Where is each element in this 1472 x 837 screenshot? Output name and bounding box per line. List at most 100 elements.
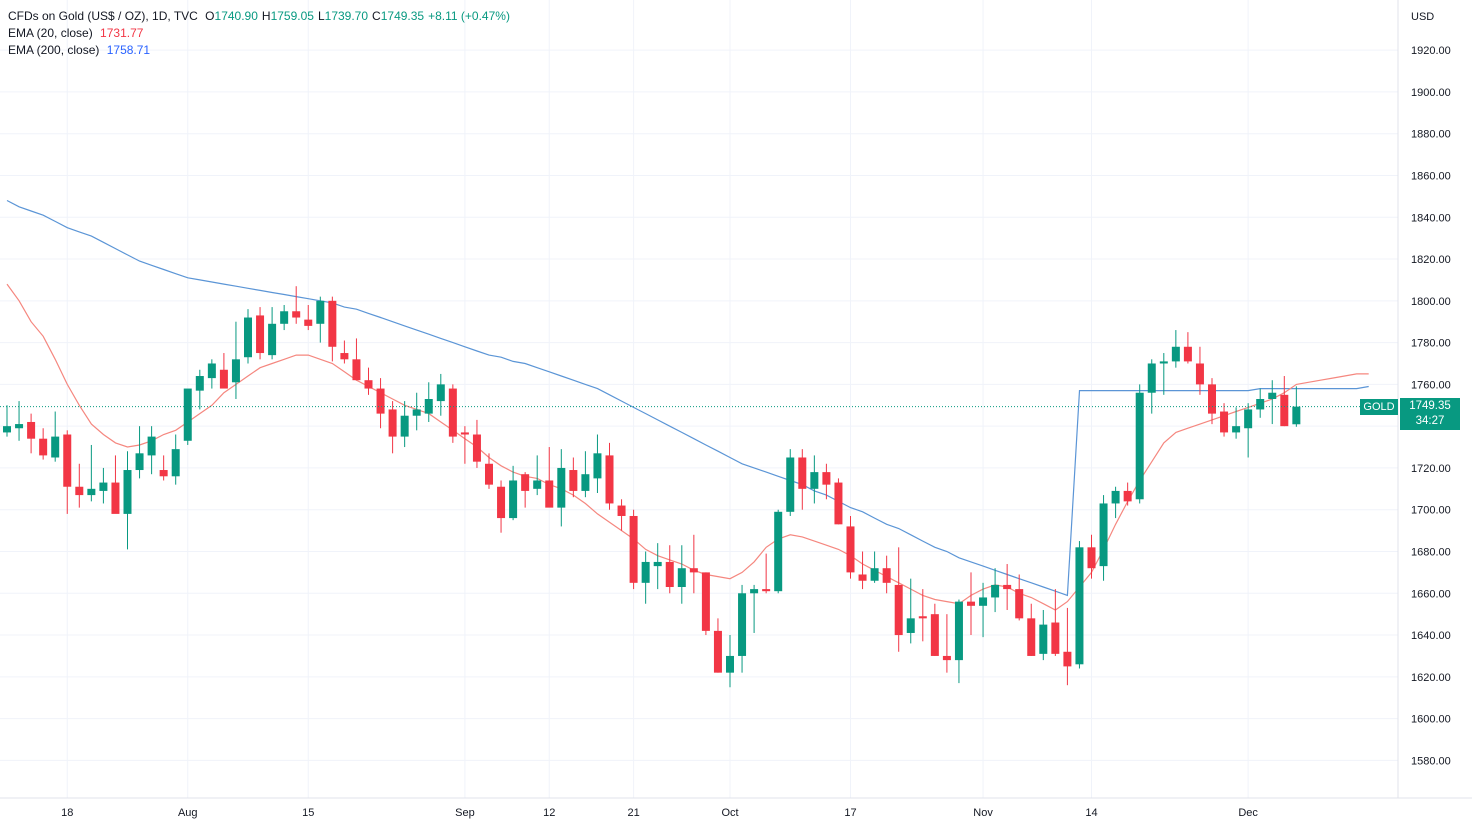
plot-background	[0, 0, 1398, 798]
y-tick-label: 1920.00	[1411, 45, 1451, 57]
candle	[930, 603, 939, 656]
candle	[87, 444, 96, 502]
candle-body	[509, 480, 518, 519]
candle-body	[605, 455, 614, 504]
legend-ema20-value: 1731.77	[100, 26, 144, 40]
candle-body	[123, 470, 132, 514]
candle	[750, 584, 759, 633]
candle	[316, 296, 325, 343]
candle-body	[918, 616, 927, 619]
candle	[1135, 384, 1144, 504]
candle	[870, 551, 879, 583]
candle	[846, 515, 855, 579]
candle-body	[569, 470, 578, 491]
candle	[545, 447, 554, 508]
candle-body	[858, 574, 867, 581]
candle	[641, 551, 650, 604]
ema200-line	[6, 199, 1369, 597]
candle	[533, 455, 542, 496]
x-tick-label: 18	[61, 807, 73, 819]
candle-body	[63, 434, 72, 487]
candle	[1159, 353, 1168, 395]
candle	[1063, 607, 1072, 686]
y-tick-label: 1800.00	[1411, 296, 1451, 308]
candle	[798, 449, 807, 510]
candle-body	[219, 369, 228, 389]
candle	[15, 401, 24, 441]
candle	[1003, 564, 1012, 610]
candle-body	[1111, 490, 1120, 504]
candle	[183, 388, 192, 445]
candle-body	[593, 453, 602, 479]
candle-body	[1051, 622, 1060, 654]
candle	[894, 547, 903, 652]
candle	[328, 296, 337, 362]
y-tick-label: 1700.00	[1411, 505, 1451, 517]
candle	[834, 478, 843, 525]
candle-body	[1292, 406, 1301, 425]
candle	[171, 434, 180, 485]
last-price-value: 1749.35	[1409, 399, 1451, 412]
candle	[231, 321, 240, 399]
y-tick-label: 1780.00	[1411, 338, 1451, 350]
candle	[1147, 359, 1156, 414]
candle-body	[292, 311, 301, 318]
candle	[726, 635, 734, 688]
candle-body	[641, 561, 650, 583]
candle-body	[3, 426, 11, 433]
candle	[713, 618, 722, 673]
candle-body	[1183, 346, 1192, 362]
candle	[629, 509, 638, 590]
candle-body	[701, 572, 710, 631]
candle-body	[15, 424, 24, 429]
candle	[280, 304, 289, 331]
candle	[858, 551, 867, 590]
legend-ema20-label: EMA (20, close)	[8, 26, 93, 40]
candle-body	[1099, 503, 1108, 567]
candle-body	[436, 384, 445, 402]
candle	[424, 382, 433, 422]
candle	[388, 401, 397, 454]
y-tick-label: 1860.00	[1411, 170, 1451, 182]
y-tick-label: 1720.00	[1411, 463, 1451, 475]
candle-body	[894, 584, 903, 636]
candle-body	[665, 561, 674, 588]
candle-body	[304, 319, 313, 326]
candle-body	[677, 568, 686, 588]
candle	[954, 599, 963, 684]
y-tick-label: 1760.00	[1411, 379, 1451, 391]
candle-body	[1280, 394, 1289, 427]
candle-body	[738, 593, 747, 656]
candle-body	[882, 568, 891, 583]
candle	[256, 307, 265, 360]
candle	[147, 426, 156, 475]
candle	[1111, 486, 1120, 519]
candle	[1075, 541, 1084, 669]
candle	[689, 534, 698, 594]
candle-body	[942, 655, 951, 661]
candle	[51, 411, 60, 462]
candle-body	[207, 363, 216, 379]
legend-ohlc: O1740.90 H1759.05 L1739.70 C1749.35 +8.11 (+…	[205, 9, 510, 23]
y-tick-label: 1840.00	[1411, 212, 1451, 224]
candle	[509, 465, 518, 521]
candle	[521, 472, 530, 508]
candle	[75, 463, 84, 508]
candle-body	[352, 359, 361, 381]
candle-body	[280, 311, 289, 324]
candle	[27, 413, 36, 454]
candle	[569, 457, 578, 498]
candle	[762, 553, 771, 594]
y-tick-label: 1680.00	[1411, 546, 1451, 558]
candle	[1039, 609, 1048, 661]
candle-body	[400, 415, 409, 437]
candle-body	[1147, 363, 1156, 393]
candle-body	[1075, 547, 1084, 665]
candle-body	[195, 376, 204, 391]
candle	[1123, 482, 1132, 506]
candle-body	[497, 486, 506, 519]
candle-body	[376, 388, 385, 414]
candle	[1208, 378, 1216, 425]
